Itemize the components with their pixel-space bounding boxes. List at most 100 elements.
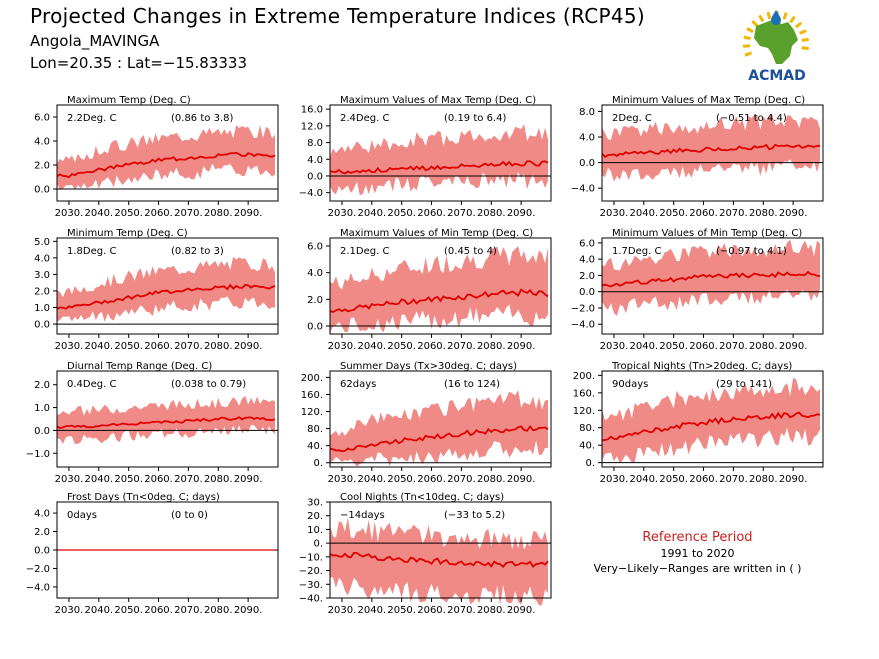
y-tick-label: 40. <box>307 441 323 452</box>
median-series-line <box>56 151 276 179</box>
y-tick-label: −40. <box>299 594 323 605</box>
x-tick-label: 2070. <box>447 474 476 485</box>
plot-frame <box>56 237 279 335</box>
panel-median-change: 2.4Deg. C <box>340 113 389 124</box>
median-series-line <box>56 283 276 310</box>
median-series-line <box>329 552 549 569</box>
location-label: Angola_MAVINGA <box>30 32 160 50</box>
y-tick-label: 2.0 <box>307 295 323 306</box>
x-tick-label: 2050. <box>659 208 688 219</box>
x-tick-label: 2060. <box>417 341 446 352</box>
likely-range-band <box>330 124 549 196</box>
y-tick-label: 0.0 <box>579 287 595 298</box>
x-tick-label: 2050. <box>114 605 143 616</box>
y-tick-label: 1.0 <box>34 303 50 314</box>
plot-frame <box>329 104 552 202</box>
chart-panel: Cool Nights (Tn<10deg. C; days) −14days (−… <box>299 492 552 616</box>
x-tick-label: 2030. <box>328 605 357 616</box>
x-tick-label: 2090. <box>779 341 808 352</box>
x-tick-label: 2070. <box>174 474 203 485</box>
panel-title: Cool Nights (Tn<10deg. C; days) <box>340 492 504 503</box>
chart-panel: Minimum Values of Min Temp (Deg. C) 1.7De… <box>571 228 824 352</box>
y-tick-label: 0.0 <box>34 426 50 437</box>
x-tick-label: 2030. <box>55 208 84 219</box>
y-tick-label: 160. <box>301 390 323 401</box>
x-tick-label: 2060. <box>689 474 718 485</box>
acmad-logo-text: ACMAD <box>748 68 806 84</box>
panel-median-change: −14days <box>340 510 385 521</box>
y-tick-label: 80. <box>579 423 595 434</box>
x-tick-label: 2080. <box>204 605 233 616</box>
y-tick-label: 200. <box>573 371 595 382</box>
y-tick-label: 0. <box>313 458 323 469</box>
plot-frame <box>329 370 552 468</box>
y-tick-label: −1.0 <box>26 449 50 460</box>
y-tick-label: 0. <box>313 539 323 550</box>
x-tick-label: 2030. <box>55 474 84 485</box>
panel-title: Minimum Values of Min Temp (Deg. C) <box>612 228 802 239</box>
africa-map-icon <box>754 20 798 64</box>
y-tick-label: 0.0 <box>34 185 50 196</box>
chart-panel: Minimum Temp (Deg. C) 1.8Deg. C (0.82 to 3… <box>34 228 279 352</box>
y-tick-label: 20. <box>307 511 323 522</box>
x-tick-label: 2060. <box>144 341 173 352</box>
x-tick-label: 2050. <box>114 474 143 485</box>
chart-panel: Minimum Values of Max Temp (Deg. C) 2Deg.… <box>571 95 824 219</box>
y-tick-label: 4.0 <box>307 268 323 279</box>
y-tick-label: 6.0 <box>34 113 50 124</box>
panel-median-change: 2.1Deg. C <box>340 246 389 257</box>
x-tick-label: 2040. <box>357 341 386 352</box>
x-tick-label: 2060. <box>689 208 718 219</box>
plot-frame <box>329 237 552 335</box>
x-tick-label: 2030. <box>55 341 84 352</box>
panel-median-change: 1.7Deg. C <box>612 246 661 257</box>
x-tick-label: 2040. <box>629 474 658 485</box>
panel-likely-range: (29 to 141) <box>716 379 772 390</box>
x-tick-label: 2070. <box>174 208 203 219</box>
sun-ray <box>766 11 772 20</box>
panel-likely-range: (−0.51 to 4.4) <box>716 113 787 124</box>
x-tick-label: 2080. <box>477 341 506 352</box>
reference-period-note: Reference Period 1991 to 2020 Very−Likel… <box>585 530 810 575</box>
x-tick-label: 2070. <box>174 605 203 616</box>
x-tick-label: 2080. <box>477 474 506 485</box>
panel-median-change: 0days <box>67 510 97 521</box>
y-tick-label: −10. <box>299 552 323 563</box>
x-tick-label: 2050. <box>387 341 416 352</box>
chart-panel: Summer Days (Tx>30deg. C; days) 62days (16… <box>301 361 552 485</box>
y-tick-label: −20. <box>299 566 323 577</box>
sun-ray <box>751 19 759 28</box>
panel-median-change: 2Deg. C <box>612 113 652 124</box>
y-tick-label: 2.0 <box>34 161 50 172</box>
y-tick-label: 6.0 <box>579 238 595 249</box>
y-tick-label: 4.0 <box>579 255 595 266</box>
plot-frame <box>329 501 552 599</box>
x-tick-label: 2080. <box>204 474 233 485</box>
chart-panel: Maximum Temp (Deg. C) 2.2Deg. C (0.86 to 3… <box>34 95 279 219</box>
panel-likely-range: (16 to 124) <box>444 379 500 390</box>
x-tick-label: 2090. <box>234 605 263 616</box>
panel-title: Summer Days (Tx>30deg. C; days) <box>340 361 517 372</box>
y-tick-label: 4.0 <box>307 155 323 166</box>
x-tick-label: 2090. <box>234 341 263 352</box>
x-tick-label: 2070. <box>447 341 476 352</box>
x-tick-label: 2050. <box>387 208 416 219</box>
x-tick-label: 2090. <box>234 208 263 219</box>
panel-title: Tropical Nights (Tn>20deg. C; days) <box>611 361 792 372</box>
median-series-line <box>329 288 549 313</box>
sun-ray <box>801 37 809 42</box>
x-tick-label: 2090. <box>507 605 536 616</box>
panel-likely-range: (0.82 to 3) <box>171 246 224 257</box>
chart-panel: Frost Days (Tn<0deg. C; days) 0days (0 to … <box>26 492 279 616</box>
x-tick-label: 2090. <box>507 341 536 352</box>
x-tick-label: 2030. <box>328 341 357 352</box>
y-tick-label: 10. <box>307 525 323 536</box>
likely-range-band <box>330 390 549 467</box>
x-tick-label: 2080. <box>749 474 778 485</box>
median-series-line <box>56 416 276 429</box>
x-tick-label: 2060. <box>144 474 173 485</box>
y-tick-label: 4.0 <box>34 253 50 264</box>
chart-panel: Maximum Values of Max Temp (Deg. C) 2.4De… <box>299 95 552 219</box>
x-tick-label: 2080. <box>477 208 506 219</box>
